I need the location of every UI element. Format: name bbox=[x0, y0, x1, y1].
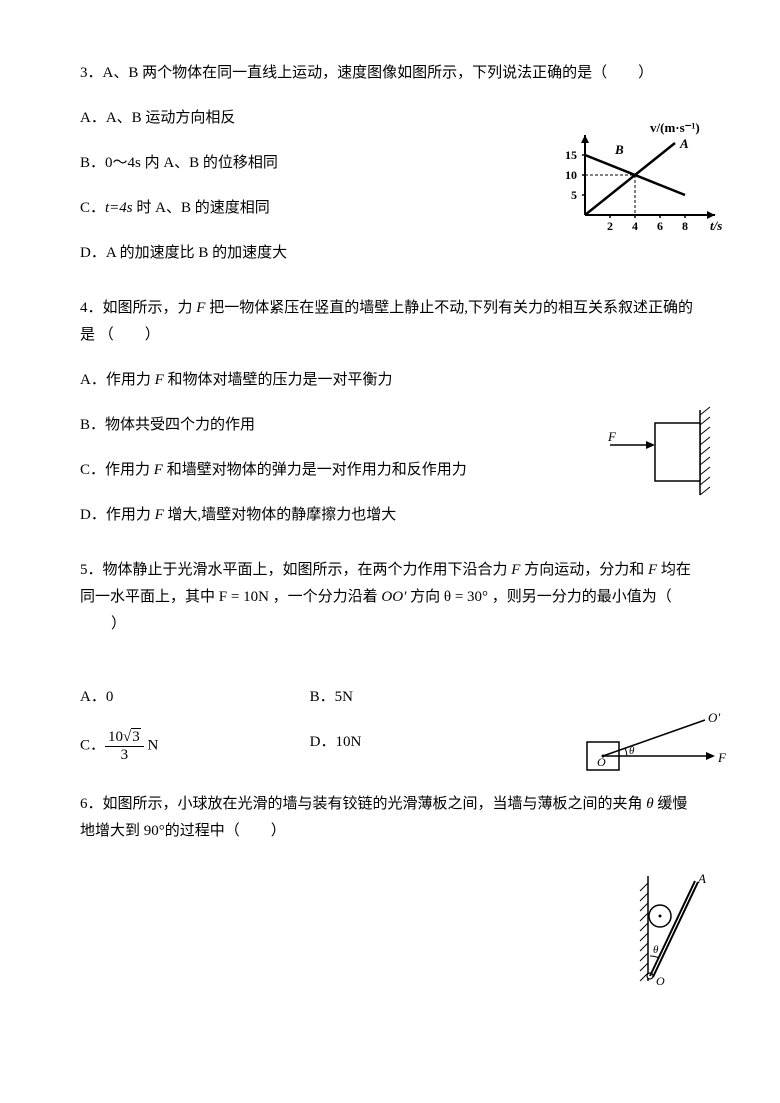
q3-c-pre: C． bbox=[80, 200, 105, 216]
q4a-pre: A．作用力 bbox=[80, 372, 155, 388]
q4-end: ） bbox=[145, 327, 160, 343]
o-label: O bbox=[656, 974, 665, 988]
q5s2: 方向运动，分力和 bbox=[520, 562, 648, 578]
q5-stem: 5．物体静止于光滑水平面上，如图所示，在两个力作用下沿合力 F 方向运动，分力和… bbox=[80, 557, 700, 638]
q4-option-d: D．作用力 F 增大,墙壁对物体的静摩擦力也增大 bbox=[80, 502, 700, 529]
q4a-f: F bbox=[155, 372, 164, 388]
ytick-10: 10 bbox=[565, 168, 577, 182]
q6s1: ．如图所示，小球放在光滑的墙与装有铰链的光滑薄板之间，当墙与薄板之间的夹角 bbox=[88, 796, 647, 812]
answer-blank bbox=[114, 322, 145, 349]
q5c-den: 3 bbox=[105, 747, 144, 764]
xtick-2: 2 bbox=[607, 219, 613, 233]
q3-stem-after: ） bbox=[638, 65, 653, 81]
xtick-4: 4 bbox=[632, 219, 638, 233]
question-4: 4．如图所示，力 F 把一物体紧压在竖直的墙壁上静止不动,下列有关力的相互关系叙… bbox=[80, 295, 700, 529]
q5f2: F bbox=[648, 562, 657, 578]
q4d-f: F bbox=[155, 507, 164, 523]
theta-label: θ bbox=[653, 944, 659, 956]
q4a-post: 和物体对墙壁的压力是一对平衡力 bbox=[164, 372, 393, 388]
answer-blank bbox=[80, 611, 111, 638]
q4c-post: 和墙壁对物体的弹力是一对作用力和反作用力 bbox=[163, 462, 467, 478]
q3-graph: v/(m·s⁻¹) 5 10 15 2 4 6 8 t/s A bbox=[555, 120, 730, 235]
q3-option-d: D．A 的加速度比 B 的加速度大 bbox=[80, 240, 700, 267]
q5-option-d: D．10N bbox=[310, 729, 540, 763]
answer-blank bbox=[240, 818, 271, 845]
q5-option-c: C．1033 N bbox=[80, 729, 310, 763]
q4-number: 4 bbox=[80, 300, 88, 316]
q5s1: ．物体静止于光滑水平面上，如图所示，在两个力作用下沿合力 bbox=[88, 562, 512, 578]
q6-stem: 6．如图所示，小球放在光滑的墙与装有铰链的光滑薄板之间，当墙与薄板之间的夹角 θ… bbox=[80, 791, 700, 845]
q6end: ） bbox=[271, 823, 286, 839]
q5c-unit: N bbox=[144, 737, 159, 753]
q5-diagram: O F O′ θ bbox=[575, 712, 730, 787]
q5end: ） bbox=[111, 616, 126, 632]
q4-stem: 4．如图所示，力 F 把一物体紧压在竖直的墙壁上静止不动,下列有关力的相互关系叙… bbox=[80, 295, 700, 349]
q4d-post: 增大,墙壁对物体的静摩擦力也增大 bbox=[164, 507, 397, 523]
q4d-pre: D．作用力 bbox=[80, 507, 155, 523]
q3-c-post: 时 A、B 的速度相同 bbox=[133, 200, 270, 216]
q4c-f: F bbox=[154, 462, 163, 478]
q5-row1: A．0 B．5N bbox=[80, 684, 700, 711]
q5s5: 方向 bbox=[406, 589, 444, 605]
theta-label: θ bbox=[629, 745, 635, 757]
ytick-5: 5 bbox=[571, 188, 577, 202]
q5-option-a: A．0 bbox=[80, 684, 310, 711]
o-label: O bbox=[597, 755, 606, 769]
q4-option-a: A．作用力 F 和物体对墙壁的压力是一对平衡力 bbox=[80, 367, 700, 394]
q3-stem-before: ．A、B 两个物体在同一直线上运动，速度图像如图所示，下列说法正确的是（ bbox=[88, 65, 608, 81]
q5c-pre: C． bbox=[80, 737, 105, 753]
q3-xlabel: t/s bbox=[710, 218, 722, 233]
q5th: θ = 30° bbox=[444, 589, 488, 605]
line-b-label: B bbox=[614, 142, 624, 157]
a-label: A bbox=[697, 871, 706, 886]
question-6: 6．如图所示，小球放在光滑的墙与装有铰链的光滑薄板之间，当墙与薄板之间的夹角 θ… bbox=[80, 791, 700, 845]
xtick-6: 6 bbox=[657, 219, 663, 233]
xtick-8: 8 bbox=[682, 219, 688, 233]
force-f-label: F bbox=[607, 429, 617, 444]
ytick-15: 15 bbox=[565, 148, 577, 162]
q4-diagram: F bbox=[590, 405, 730, 500]
q6th: θ bbox=[646, 796, 653, 812]
q3-number: 3 bbox=[80, 65, 88, 81]
q5eqf: F = 10N bbox=[219, 589, 269, 605]
oprime-label: O′ bbox=[708, 712, 720, 725]
q4c-pre: C．作用力 bbox=[80, 462, 154, 478]
q5-number: 5 bbox=[80, 562, 88, 578]
question-3: 3．A、B 两个物体在同一直线上运动，速度图像如图所示，下列说法正确的是（ ） … bbox=[80, 60, 700, 267]
question-5: 5．物体静止于光滑水平面上，如图所示，在两个力作用下沿合力 F 方向运动，分力和… bbox=[80, 557, 700, 763]
q5oo: OO′ bbox=[381, 589, 406, 605]
q4-pre: ．如图所示，力 bbox=[88, 300, 197, 316]
q3-ylabel-icon: v/(m·s⁻¹) bbox=[650, 120, 700, 135]
f-label: F bbox=[717, 750, 727, 765]
q3-stem: 3．A、B 两个物体在同一直线上运动，速度图像如图所示，下列说法正确的是（ ） bbox=[80, 60, 700, 87]
q5d: D．10N bbox=[310, 734, 362, 750]
q6-diagram: O A θ bbox=[620, 871, 710, 991]
q6-number: 6 bbox=[80, 796, 88, 812]
q5-option-b: B．5N bbox=[310, 684, 540, 711]
q3-c-mid: t=4s bbox=[105, 200, 133, 216]
q5s6: ，则另一分力的最小值为（ bbox=[488, 589, 672, 605]
answer-blank bbox=[607, 60, 638, 87]
line-a-label: A bbox=[679, 136, 689, 151]
q5b: B．5N bbox=[310, 689, 353, 705]
q5s4: ，一个分力沿着 bbox=[269, 589, 382, 605]
